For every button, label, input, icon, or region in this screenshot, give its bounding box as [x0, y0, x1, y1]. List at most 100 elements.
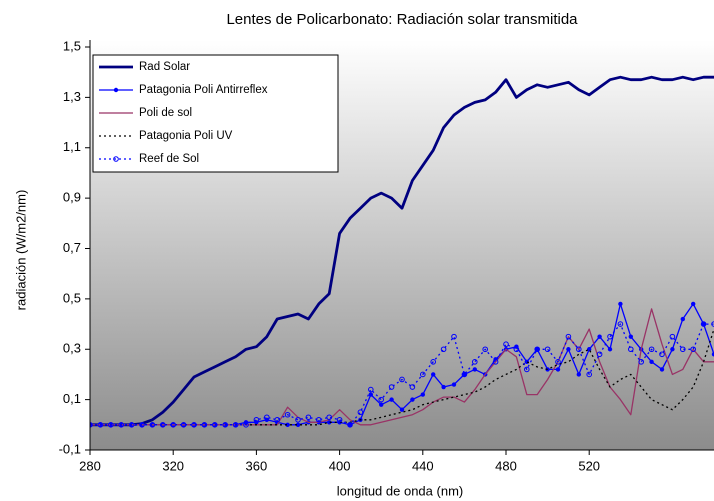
legend-box	[92, 54, 339, 173]
legend-label: Rad Solar	[139, 61, 190, 73]
y-tick-label: 0,3	[63, 341, 81, 356]
marker	[264, 414, 270, 421]
marker	[451, 333, 457, 340]
marker	[680, 316, 685, 322]
y-axis-label: radiación (W/m2/nm)	[13, 190, 28, 311]
marker	[534, 346, 541, 353]
marker	[587, 347, 592, 352]
marker	[451, 382, 457, 387]
marker	[482, 346, 489, 353]
chart-title: Lentes de Policarbonato: Radiación solar…	[226, 11, 578, 28]
marker	[170, 422, 176, 428]
legend-label: Patagonia Poli UV	[139, 130, 233, 142]
marker	[305, 414, 312, 421]
x-tick-label: 400	[329, 458, 351, 473]
marker	[212, 422, 218, 428]
marker	[586, 371, 593, 378]
legend-label: Reef de Sol	[139, 153, 199, 165]
legend-label: Poli de sol	[139, 107, 192, 119]
marker	[503, 341, 509, 348]
marker	[160, 422, 166, 428]
marker	[243, 422, 249, 428]
marker	[128, 422, 135, 428]
marker	[659, 351, 665, 358]
marker	[597, 334, 602, 339]
marker	[524, 366, 530, 373]
marker	[327, 420, 332, 425]
marker	[378, 396, 385, 403]
marker	[607, 347, 613, 352]
marker	[336, 416, 343, 423]
marker	[431, 372, 436, 377]
legend-marker	[113, 87, 119, 93]
marker	[149, 422, 156, 428]
marker	[670, 347, 675, 352]
marker	[368, 392, 373, 397]
y-tick-label: 0,9	[63, 190, 81, 205]
x-tick-label: 280	[79, 458, 101, 473]
marker	[347, 422, 353, 428]
marker	[191, 422, 197, 428]
marker	[409, 384, 416, 390]
marker	[535, 347, 540, 352]
marker	[576, 346, 582, 353]
plot	[90, 75, 714, 428]
marker	[180, 422, 187, 428]
marker	[492, 359, 499, 365]
marker	[357, 409, 364, 416]
marker	[566, 347, 571, 352]
marker	[285, 422, 290, 428]
marker	[607, 333, 613, 340]
marker	[253, 416, 260, 423]
y-tick-label: 0,5	[63, 290, 81, 305]
marker	[690, 346, 697, 353]
y-tick-label: -0,1	[59, 441, 81, 456]
x-tick-label: 440	[412, 458, 434, 473]
marker	[669, 333, 676, 340]
marker	[711, 352, 714, 357]
marker	[420, 392, 425, 397]
series-line	[90, 323, 714, 426]
marker	[659, 367, 665, 372]
marker	[430, 359, 437, 365]
marker	[544, 346, 551, 353]
marker	[389, 397, 394, 402]
marker	[680, 346, 686, 353]
series-line	[90, 75, 714, 427]
marker	[420, 371, 426, 378]
legend-label: Patagonia Poli Antirreflex	[139, 84, 268, 96]
marker	[118, 422, 124, 428]
x-axis-label: longitud de onda (nm)	[337, 483, 463, 498]
marker	[295, 416, 301, 423]
marker	[555, 359, 561, 365]
marker	[628, 334, 633, 339]
marker	[700, 321, 707, 327]
marker	[472, 359, 478, 365]
marker	[617, 321, 624, 327]
marker	[649, 359, 654, 365]
marker	[618, 301, 623, 307]
marker	[472, 367, 477, 372]
y-tick-label: 1,5	[63, 38, 81, 53]
marker	[295, 422, 301, 428]
marker	[648, 346, 655, 353]
marker	[379, 402, 384, 407]
marker	[90, 422, 93, 428]
marker	[555, 367, 561, 372]
marker	[222, 422, 228, 428]
marker	[388, 384, 395, 390]
marker	[638, 359, 645, 365]
marker	[440, 346, 447, 353]
marker	[139, 422, 145, 428]
x-tick-label: 480	[495, 458, 517, 473]
marker	[274, 416, 281, 423]
y-tick-label: 0,7	[63, 240, 81, 255]
marker	[628, 346, 634, 353]
marker	[399, 376, 405, 383]
marker	[316, 416, 322, 423]
marker	[399, 407, 405, 412]
marker	[576, 372, 581, 377]
y-tick-label: 1,3	[63, 89, 81, 104]
marker	[410, 397, 415, 402]
marker	[201, 422, 208, 428]
